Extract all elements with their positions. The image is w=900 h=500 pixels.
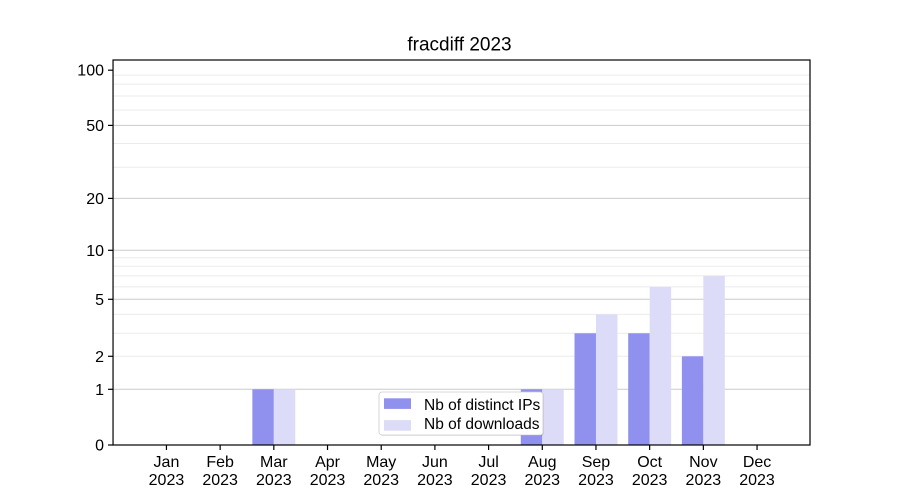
- svg-text:Jun: Jun: [422, 454, 448, 471]
- svg-text:0: 0: [95, 438, 104, 455]
- svg-text:2023: 2023: [417, 472, 453, 489]
- svg-text:5: 5: [95, 292, 104, 309]
- svg-text:Oct: Oct: [637, 454, 662, 471]
- svg-text:Nb of downloads: Nb of downloads: [424, 416, 540, 433]
- svg-text:2023: 2023: [202, 472, 238, 489]
- svg-text:2023: 2023: [149, 472, 185, 489]
- svg-text:2: 2: [95, 349, 104, 366]
- svg-text:2023: 2023: [632, 472, 668, 489]
- svg-text:Nov: Nov: [689, 454, 717, 471]
- svg-text:Nb of distinct IPs: Nb of distinct IPs: [424, 397, 541, 414]
- svg-text:2023: 2023: [524, 472, 560, 489]
- svg-text:20: 20: [86, 191, 104, 208]
- svg-text:2023: 2023: [578, 472, 614, 489]
- svg-text:Mar: Mar: [260, 454, 288, 471]
- svg-text:fracdiff 2023: fracdiff 2023: [407, 35, 511, 56]
- svg-text:2023: 2023: [471, 472, 507, 489]
- svg-text:2023: 2023: [256, 472, 292, 489]
- svg-text:Dec: Dec: [743, 454, 771, 471]
- svg-text:Aug: Aug: [528, 454, 556, 471]
- svg-text:1: 1: [95, 382, 104, 399]
- svg-text:2023: 2023: [739, 472, 775, 489]
- svg-text:May: May: [366, 454, 396, 471]
- svg-text:100: 100: [77, 63, 104, 80]
- svg-text:Jan: Jan: [154, 454, 180, 471]
- svg-text:2023: 2023: [363, 472, 399, 489]
- svg-text:50: 50: [86, 118, 104, 135]
- svg-text:Apr: Apr: [315, 454, 341, 471]
- svg-text:2023: 2023: [310, 472, 346, 489]
- svg-text:2023: 2023: [686, 472, 722, 489]
- svg-text:Sep: Sep: [582, 454, 611, 471]
- svg-text:Jul: Jul: [478, 454, 498, 471]
- svg-text:10: 10: [86, 243, 104, 260]
- svg-text:Feb: Feb: [206, 454, 234, 471]
